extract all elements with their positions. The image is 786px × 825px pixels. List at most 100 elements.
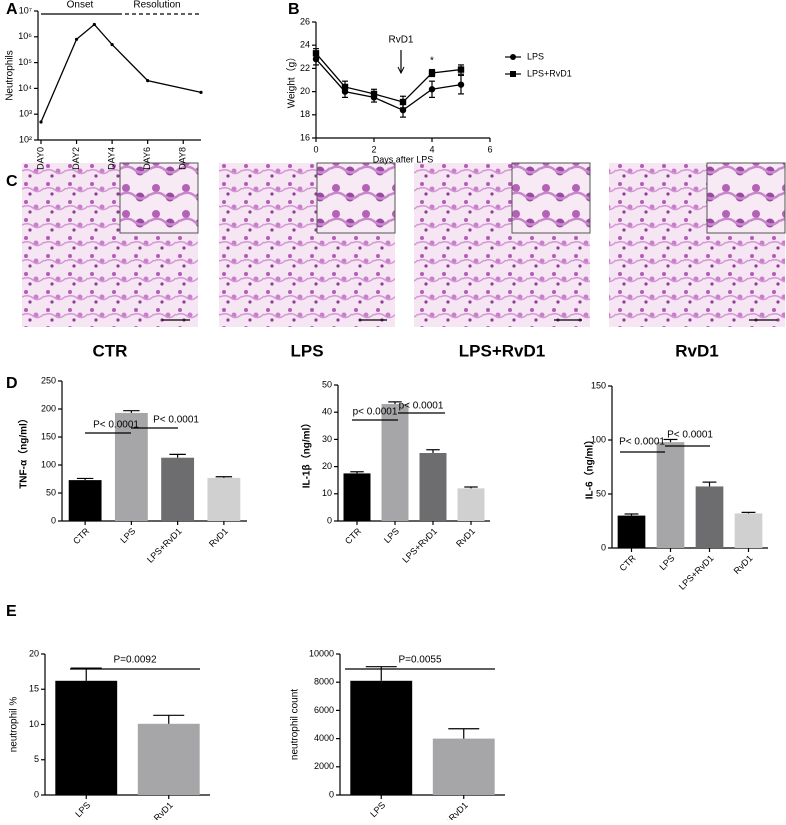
x-tick-label: LPS+RvD1 (431, 800, 470, 820)
x-tick-label: LPS (118, 526, 137, 545)
y-tick-label: 150 (591, 380, 606, 390)
image-label: CTR (93, 341, 128, 360)
panel-label: D (6, 375, 18, 392)
y-tick-label: 0 (34, 789, 39, 799)
bar (114, 412, 148, 521)
y-tick-label: 250 (41, 375, 56, 385)
point (399, 106, 407, 114)
x-tick-label: 0 (313, 144, 318, 154)
x-tick-label: LPS+RvD1 (136, 800, 175, 820)
point (370, 90, 378, 98)
legend-label: LPS (527, 51, 544, 61)
bar (656, 442, 685, 548)
x-tick-label: CTR (617, 553, 638, 574)
y-tick-label: 100 (591, 434, 606, 444)
image-label: RvD1 (675, 341, 718, 360)
x-tick-label: CTR (71, 526, 92, 547)
x-axis-label: Days after LPS (373, 154, 434, 164)
y-tick-label: 0 (329, 789, 334, 799)
annotation: P< 0.0001 (667, 430, 713, 441)
y-tick-label: 50 (596, 488, 606, 498)
point (39, 120, 43, 124)
point (146, 79, 150, 83)
y-tick-label: 200 (41, 403, 56, 413)
x-tick-label: LPS (657, 553, 676, 572)
point (428, 86, 436, 93)
x-tick-label: RvD1 (732, 553, 755, 576)
y-tick-label: 50 (322, 379, 332, 389)
point (457, 81, 465, 88)
y-tick-label: 20 (322, 461, 332, 471)
x-tick-label: LPS (73, 800, 92, 819)
bar (695, 486, 724, 548)
x-tick-label: DAY8 (178, 147, 188, 170)
y-axis-label: Weight（g） (286, 52, 298, 109)
image-label: LPS (290, 341, 323, 360)
micrograph-inset (119, 162, 199, 234)
point (74, 37, 79, 41)
x-tick-label: CTR (343, 526, 364, 547)
y-tick-label: 30 (322, 434, 332, 444)
point (457, 66, 465, 73)
y-tick-label: 10 (29, 719, 39, 729)
point (399, 98, 407, 106)
x-tick-label: LPS+RvD1 (145, 526, 184, 565)
y-tick-label: 6000 (314, 705, 334, 715)
x-tick-label: 4 (429, 144, 434, 154)
legend-marker (510, 71, 516, 77)
point (312, 50, 320, 57)
y-axis-label: neutrophil % (9, 697, 20, 753)
annotation: Resolution (133, 0, 180, 11)
annotation: P< 0.0001 (153, 415, 199, 426)
y-tick-label: 18 (300, 109, 310, 119)
y-tick-label: 24 (300, 40, 310, 50)
x-tick-label: LPS (382, 526, 401, 545)
panel-label: E (6, 603, 17, 620)
x-tick-label: DAY2 (71, 147, 81, 170)
y-tick-label: 15 (29, 684, 39, 694)
x-tick-label: LPS (368, 800, 387, 819)
point (428, 69, 436, 77)
x-tick-label: LPS+RvD1 (677, 553, 716, 592)
bar (419, 453, 447, 521)
x-tick-label: DAY4 (106, 147, 116, 170)
y-tick-label: 50 (46, 487, 56, 497)
x-tick-label: RvD1 (207, 526, 230, 549)
bar (734, 513, 763, 548)
x-tick-label: LPS+RvD1 (400, 526, 439, 565)
y-tick-label: 20 (300, 86, 310, 96)
y-tick-label: 40 (322, 407, 332, 417)
bar (457, 488, 485, 521)
y-tick-label: 0 (51, 515, 56, 525)
bar (137, 723, 200, 795)
series-line (40, 23, 202, 123)
series-line (315, 52, 462, 103)
y-tick-label: 10³ (19, 109, 32, 119)
annotation: P< 0.0001 (619, 437, 665, 448)
y-tick-label: 16 (300, 132, 310, 142)
y-tick-label: 100 (41, 459, 56, 469)
image-label: LPS+RvD1 (459, 341, 545, 360)
x-tick-label: RvD1 (454, 526, 477, 549)
y-tick-label: 10⁶ (18, 31, 32, 41)
point (110, 42, 114, 47)
y-axis-label: IL-1β（ng/ml） (300, 418, 313, 489)
bar (55, 680, 118, 795)
panel-label: A (6, 1, 18, 18)
y-axis-label: TNF-α（ng/ml） (17, 413, 30, 489)
y-tick-label: 20 (29, 648, 39, 658)
bar (68, 480, 102, 521)
point (341, 83, 349, 91)
series-line (315, 58, 462, 111)
y-tick-label: 10⁴ (18, 83, 32, 93)
y-tick-label: 0 (601, 542, 606, 552)
y-tick-label: 10000 (309, 648, 334, 658)
annotation: * (430, 56, 434, 67)
annotation: p< 0.0001 (353, 407, 398, 418)
y-axis-label: Neutrophils (5, 50, 16, 101)
x-tick-label: DAY0 (35, 147, 45, 170)
bar (343, 473, 371, 521)
annotation: p< 0.0001 (399, 401, 444, 412)
